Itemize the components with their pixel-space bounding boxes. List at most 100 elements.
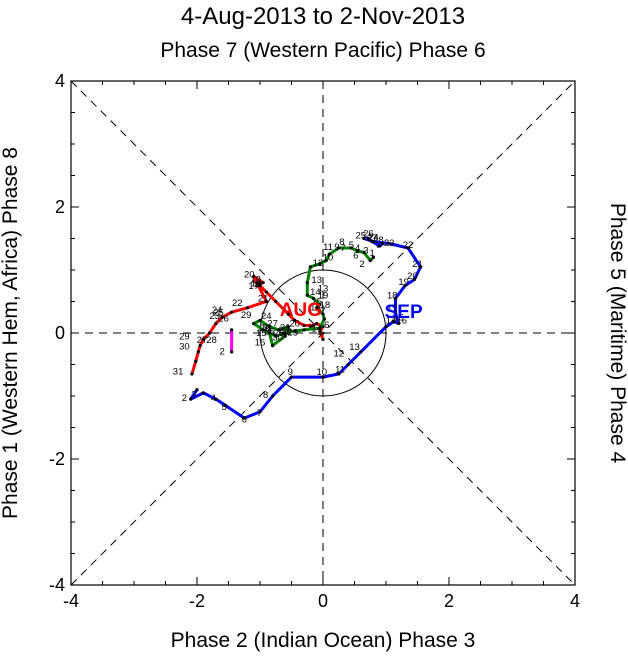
day-marker: [321, 337, 325, 341]
day-label: 30: [179, 341, 190, 352]
day-label: 21: [258, 294, 269, 305]
day-marker: [286, 312, 290, 316]
day-label: 15: [311, 297, 322, 308]
day-label: 3: [191, 389, 196, 400]
day-marker: [271, 394, 275, 398]
day-marker: [245, 306, 249, 310]
month-labels: AUG SEP: [280, 300, 423, 323]
day-label: 18: [387, 290, 398, 301]
day-marker: [252, 274, 256, 278]
day-marker: [321, 375, 325, 379]
day-marker: [274, 334, 278, 338]
day-marker: [318, 326, 322, 330]
day-label: 13: [318, 283, 329, 294]
day-label: 5: [349, 240, 354, 251]
day-marker: [349, 246, 353, 250]
day-label: 6: [324, 320, 329, 331]
day-marker: [393, 296, 398, 300]
day-marker: [220, 315, 224, 319]
day-marker: [359, 350, 363, 354]
day-marker: [346, 362, 350, 367]
day-marker: [337, 372, 341, 376]
day-marker: [366, 236, 370, 241]
day-marker: [327, 252, 331, 256]
y-axis-label: Phase 1 (Western Hem, Africa) Phase 8: [0, 147, 22, 519]
day-label: 19: [318, 290, 329, 301]
day-marker: [189, 397, 193, 401]
day-label: 19: [398, 277, 409, 288]
y-tick-label: 4: [55, 71, 65, 91]
day-marker: [315, 321, 319, 326]
day-label: 28: [274, 328, 285, 339]
day-marker: [293, 329, 297, 333]
day-label: 14: [310, 287, 321, 298]
day-marker: [315, 306, 319, 310]
day-marker: [412, 277, 416, 282]
day-marker: [324, 258, 328, 263]
day-label: 16: [396, 316, 407, 327]
day-label: 15: [393, 312, 404, 323]
month-label-aug: AUG: [280, 300, 322, 321]
day-label: 28: [206, 335, 217, 346]
day-label: 14: [386, 316, 397, 327]
day-marker: [201, 391, 205, 395]
day-label: 27: [197, 335, 208, 346]
day-label: 2: [182, 393, 187, 404]
day-marker: [230, 350, 234, 354]
day-marker: [258, 410, 262, 414]
day-label: 29: [241, 310, 252, 321]
day-marker: [302, 323, 306, 328]
x-axis-label: Phase 2 (Indian Ocean) Phase 3: [171, 629, 476, 652]
day-marker: [308, 265, 312, 269]
day-marker: [194, 359, 198, 363]
day-marker: [255, 281, 259, 285]
day-marker: [302, 328, 306, 332]
day-label: 25: [260, 323, 271, 334]
day-marker: [277, 328, 281, 332]
day-marker: [208, 331, 212, 335]
day-label: 20: [244, 270, 255, 281]
day-marker: [258, 282, 262, 286]
day-label: 4: [355, 243, 360, 254]
day-label: 22: [403, 240, 414, 251]
day-label: 13: [311, 275, 322, 286]
day-label: 28: [373, 235, 384, 246]
day-label: 13: [349, 342, 360, 353]
x-tick-label: 2: [444, 591, 454, 611]
month-label-sep: SEP: [385, 302, 423, 323]
day-marker: [381, 241, 385, 246]
day-label: 31: [173, 367, 184, 378]
day-label: 18: [320, 300, 331, 311]
day-label: 30: [272, 333, 283, 344]
day-marker: [195, 388, 199, 392]
day-marker: [318, 262, 322, 266]
day-label: 4: [211, 393, 216, 404]
day-label: 18: [251, 278, 262, 289]
day-marker: [242, 416, 246, 420]
day-label: 11: [323, 242, 333, 253]
day-marker: [261, 328, 265, 332]
day-label: 31: [262, 323, 273, 334]
day-marker: [267, 331, 272, 335]
day-marker: [370, 240, 374, 244]
day-label: 24: [368, 232, 379, 243]
day-marker: [286, 325, 290, 329]
day-label: 14: [311, 324, 322, 335]
track-aug: [190, 274, 325, 376]
day-label: 5: [221, 402, 226, 413]
day-marker: [264, 299, 268, 304]
day-label: 9: [288, 367, 293, 378]
day-marker: [318, 330, 322, 334]
x-tick-label: -4: [63, 591, 79, 611]
day-marker: [311, 296, 316, 300]
x-tick-label: 4: [570, 591, 580, 611]
day-marker: [406, 246, 410, 250]
day-marker: [337, 246, 341, 250]
day-label: 17: [315, 306, 326, 317]
day-marker: [368, 258, 372, 263]
day-marker: [387, 241, 391, 246]
day-label: 10: [323, 253, 334, 264]
day-label: 1: [369, 248, 374, 259]
day-label: 8: [339, 237, 344, 248]
